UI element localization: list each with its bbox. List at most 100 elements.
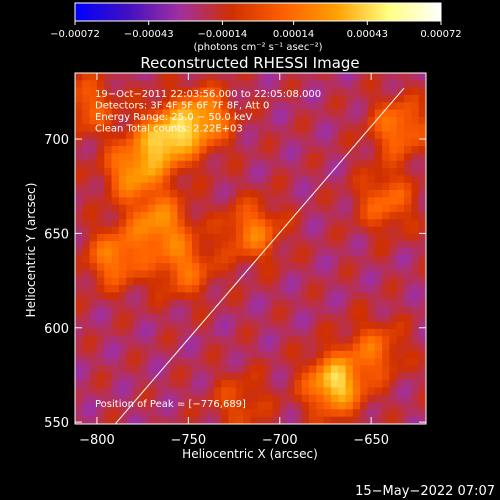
heatmap-cell (257, 292, 266, 301)
y-tick-label: 650 (44, 227, 69, 242)
heatmap-cell (213, 168, 222, 176)
heatmap-cell (126, 131, 134, 140)
heatmap-cell (345, 350, 354, 359)
solar-limb-line (114, 87, 405, 425)
heatmap-cell (301, 73, 310, 81)
heatmap-cell (382, 394, 390, 403)
heatmap-cell (411, 328, 420, 337)
heatmap-cell (228, 182, 237, 191)
heatmap-cell (184, 380, 193, 388)
heatmap-cell (89, 350, 98, 359)
heatmap-cell (257, 87, 266, 96)
heatmap-cell (301, 402, 310, 410)
heatmap-cell (404, 94, 412, 103)
heatmap-cell (133, 109, 142, 118)
heatmap-cell (265, 233, 273, 242)
heatmap-cell (309, 226, 317, 235)
heatmap-cell (89, 402, 98, 410)
heatmap-cell (367, 372, 376, 381)
heatmap-cell (323, 394, 332, 403)
heatmap-cell (133, 336, 142, 345)
heatmap-cell (170, 394, 178, 403)
heatmap-cell (221, 131, 230, 140)
heatmap-cell (294, 182, 303, 191)
heatmap-cell (360, 241, 368, 249)
heatmap-cell (148, 416, 156, 424)
heatmap-cell (206, 409, 215, 418)
heatmap-cell (367, 94, 376, 103)
heatmap-cell (82, 248, 91, 257)
heatmap-cell (96, 116, 105, 125)
heatmap-cell (367, 219, 376, 228)
heatmap-cell (213, 73, 222, 81)
heatmap-cell (287, 102, 295, 111)
heatmap-cell (89, 358, 98, 366)
heatmap-cell (133, 307, 142, 315)
heatmap-cell (287, 416, 295, 424)
heatmap-cell (199, 277, 208, 286)
heatmap-cell (309, 416, 317, 424)
heatmap-cell (177, 321, 186, 330)
heatmap-cell (155, 197, 164, 206)
heatmap-cell (360, 160, 368, 169)
heatmap-cell (75, 146, 83, 154)
heatmap-cell (374, 226, 383, 235)
heatmap-cell (287, 255, 295, 264)
heatmap-cell (345, 263, 354, 271)
heatmap-cell (148, 299, 156, 308)
heatmap-cell (155, 131, 164, 140)
heatmap-cell (301, 138, 310, 147)
heatmap-cell (104, 358, 113, 366)
heatmap-cell (75, 314, 83, 323)
heatmap-cell (177, 314, 186, 323)
heatmap-cell (155, 314, 164, 323)
colorbar-tick-label: −0.00043 (124, 29, 174, 40)
heatmap-cell (345, 160, 354, 169)
heatmap-cell (382, 153, 390, 162)
heatmap-cell (360, 87, 368, 96)
heatmap-cell (235, 372, 244, 381)
heatmap-cell (396, 94, 405, 103)
heatmap-cell (382, 248, 390, 257)
heatmap-cell (155, 321, 164, 330)
heatmap-cell (82, 116, 91, 125)
heatmap-cell (89, 116, 98, 125)
heatmap-cell (192, 211, 200, 220)
heatmap-cell (389, 328, 398, 337)
heatmap-cell (140, 146, 149, 154)
heatmap-cell (396, 116, 405, 125)
heatmap-cell (206, 402, 215, 410)
heatmap-cell (89, 182, 98, 191)
heatmap-cell (104, 153, 113, 162)
heatmap-cell (192, 153, 200, 162)
heatmap-cell (206, 241, 215, 249)
heatmap-cell (170, 219, 178, 228)
heatmap-cell (287, 197, 295, 206)
heatmap-cell (360, 277, 368, 286)
heatmap-cell (404, 255, 412, 264)
heatmap-cell (155, 350, 164, 359)
heatmap-cell (382, 131, 390, 140)
heatmap-cell (309, 277, 317, 286)
heatmap-cell (148, 94, 156, 103)
heatmap-cell (104, 160, 113, 169)
heatmap-cell (301, 146, 310, 154)
heatmap-cell (111, 197, 120, 206)
heatmap-cell (279, 168, 288, 176)
heatmap-cell (199, 204, 208, 213)
heatmap-cell (170, 314, 178, 323)
heatmap-cell (228, 336, 237, 345)
heatmap-cell (133, 102, 142, 111)
heatmap-cell (82, 138, 91, 147)
heatmap-cell (213, 350, 222, 359)
heatmap-cell (301, 168, 310, 176)
heatmap-cell (287, 285, 295, 293)
heatmap-cell (104, 80, 113, 89)
heatmap-cell (235, 365, 244, 374)
heatmap-cell (352, 372, 361, 381)
heatmap-cell (389, 168, 398, 176)
heatmap-cell (287, 138, 295, 147)
heatmap-cell (75, 307, 83, 315)
heatmap-plot-area (75, 73, 426, 424)
heatmap-cell (338, 109, 347, 118)
